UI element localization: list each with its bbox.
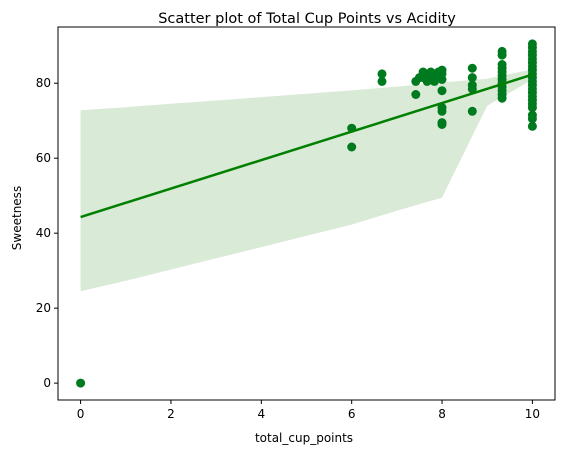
confidence-band xyxy=(80,69,533,292)
data-point xyxy=(437,106,447,116)
data-point xyxy=(347,142,357,152)
data-point xyxy=(467,73,477,83)
data-point xyxy=(437,86,447,96)
x-tick-label: 2 xyxy=(167,407,175,421)
x-axis-label: total_cup_points xyxy=(255,431,353,445)
y-axis: 0 20 40 60 80 xyxy=(36,76,58,390)
data-point xyxy=(527,114,537,124)
axes-frame xyxy=(57,26,556,401)
data-point xyxy=(437,75,447,84)
data-point xyxy=(437,120,447,129)
x-axis: 0 2 4 6 8 10 xyxy=(77,400,540,421)
plot-area xyxy=(76,39,537,388)
data-point xyxy=(527,103,537,113)
x-tick-label: 6 xyxy=(348,407,356,421)
x-tick-label: 4 xyxy=(257,407,265,421)
x-tick-label: 8 xyxy=(438,407,446,421)
data-point xyxy=(377,76,387,86)
data-point xyxy=(377,69,387,79)
data-point xyxy=(467,63,477,73)
y-tick-label: 40 xyxy=(36,226,51,240)
data-point xyxy=(411,90,421,99)
x-tick-label: 10 xyxy=(525,407,540,421)
x-tick-label: 0 xyxy=(77,407,85,421)
data-point xyxy=(497,93,507,103)
y-tick-label: 20 xyxy=(36,301,51,315)
y-tick-label: 60 xyxy=(36,151,51,165)
regression-line xyxy=(80,73,533,219)
data-point xyxy=(527,121,537,131)
data-point xyxy=(467,84,477,94)
data-point xyxy=(467,106,477,116)
y-axis-label: Sweetness xyxy=(10,186,24,250)
data-point xyxy=(497,50,507,60)
y-tick-label: 0 xyxy=(43,376,51,390)
data-point xyxy=(76,378,86,388)
y-tick-label: 80 xyxy=(36,76,51,90)
chart-title: Scatter plot of Total Cup Points vs Acid… xyxy=(158,11,456,27)
